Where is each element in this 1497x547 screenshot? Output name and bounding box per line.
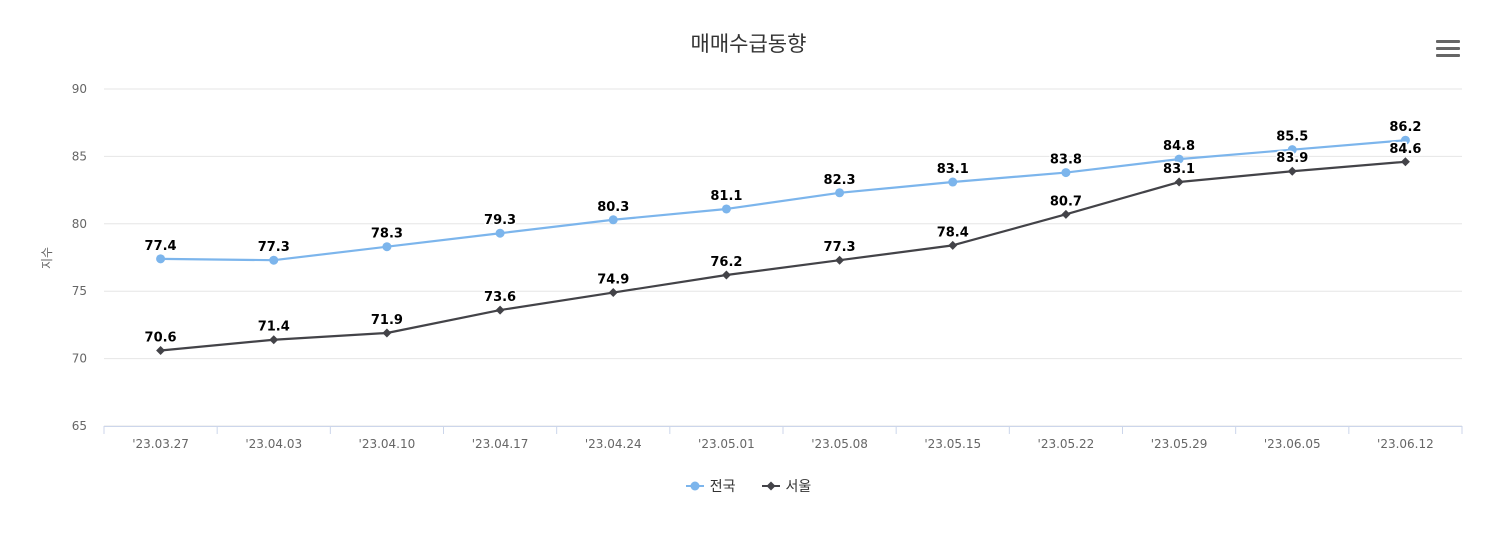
- x-tick-label: '23.04.17: [472, 437, 529, 451]
- y-tick-label: 90: [72, 82, 87, 96]
- data-point-diamond[interactable]: [608, 288, 618, 298]
- data-label: 83.1: [937, 162, 969, 177]
- data-point-circle[interactable]: [1287, 145, 1297, 155]
- y-axis-label: 지수: [40, 247, 54, 269]
- y-tick-label: 65: [72, 419, 87, 433]
- legend-item[interactable]: 서울: [761, 476, 812, 496]
- data-labels: 77.4 77.3 78.3 79.3 80.3 81.1 82.3 83.1 83.8 84.8…: [143, 119, 1423, 347]
- data-point-diamond[interactable]: [156, 346, 166, 356]
- data-label: 83.8: [1050, 153, 1082, 168]
- data-label: 77.3: [258, 240, 290, 255]
- x-tick-label: '23.06.12: [1377, 437, 1434, 451]
- data-point-diamond[interactable]: [1061, 209, 1071, 219]
- data-label: 83.9: [1276, 151, 1308, 166]
- data-label: 73.6: [484, 290, 516, 305]
- data-point-circle[interactable]: [948, 177, 958, 187]
- data-label: 80.3: [597, 200, 629, 215]
- data-label: 82.3: [824, 173, 856, 188]
- data-label: 84.6: [1389, 142, 1421, 157]
- data-point-diamond[interactable]: [1287, 166, 1297, 176]
- data-label: 81.1: [710, 189, 742, 204]
- x-tick-label: '23.03.27: [132, 437, 189, 451]
- data-label: 70.6: [145, 331, 177, 346]
- chart-title: 매매수급동향: [690, 32, 807, 56]
- series-line-0: [160, 139, 1406, 262]
- data-label: 80.7: [1050, 194, 1082, 209]
- data-point-diamond[interactable]: [835, 255, 845, 265]
- data-point-circle[interactable]: [269, 255, 279, 265]
- hamburger-menu-icon[interactable]: [1436, 40, 1460, 60]
- data-point-circle[interactable]: [835, 188, 845, 198]
- y-tick-label: 80: [72, 217, 87, 231]
- data-point-circle[interactable]: [721, 204, 731, 214]
- series-line-1: [160, 160, 1406, 352]
- x-tick-label: '23.06.05: [1264, 437, 1321, 451]
- x-tick-label: '23.05.15: [924, 437, 981, 451]
- legend-label: 전국: [709, 479, 736, 495]
- data-label: 79.3: [484, 213, 516, 228]
- data-point-diamond[interactable]: [269, 335, 279, 345]
- data-point-circle[interactable]: [608, 215, 618, 225]
- data-point-circle[interactable]: [495, 228, 505, 238]
- data-label: 76.2: [710, 255, 742, 270]
- legend-item[interactable]: 전국: [685, 476, 736, 496]
- data-point-circle[interactable]: [156, 254, 166, 264]
- data-point-circle[interactable]: [1174, 154, 1184, 164]
- data-label: 84.8: [1163, 139, 1195, 154]
- data-label: 71.9: [371, 313, 403, 328]
- data-label: 77.4: [145, 239, 177, 254]
- data-point-diamond[interactable]: [382, 328, 392, 338]
- legend-label: 서울: [785, 479, 812, 495]
- data-label: 86.2: [1389, 120, 1421, 135]
- data-label: 71.4: [258, 320, 290, 335]
- data-label: 85.5: [1276, 130, 1308, 145]
- data-label: 78.4: [937, 225, 969, 240]
- y-tick-label: 70: [72, 352, 87, 366]
- data-label: 74.9: [597, 273, 629, 288]
- series-lines: [160, 139, 1406, 352]
- x-tick-label: '23.05.29: [1151, 437, 1208, 451]
- data-point-diamond[interactable]: [948, 240, 958, 250]
- legend-circle-icon: [685, 481, 704, 491]
- data-label: 78.3: [371, 227, 403, 242]
- data-point-circle[interactable]: [1400, 135, 1410, 145]
- y-tick-label: 85: [72, 149, 87, 163]
- legend: 전국 서울: [0, 476, 1497, 496]
- series-markers: [156, 135, 1410, 356]
- x-tick-label: '23.04.03: [245, 437, 302, 451]
- data-point-circle[interactable]: [1061, 168, 1071, 178]
- legend-diamond-icon: [761, 481, 780, 491]
- data-label: 83.1: [1163, 162, 1195, 177]
- data-point-diamond[interactable]: [495, 305, 505, 315]
- x-tick-label: '23.05.08: [811, 437, 868, 451]
- x-tick-label: '23.04.10: [359, 437, 416, 451]
- data-point-diamond[interactable]: [1400, 157, 1410, 167]
- x-tick-label: '23.04.24: [585, 437, 642, 451]
- x-tick-label: '23.05.22: [1038, 437, 1095, 451]
- grid-lines: [104, 88, 1462, 427]
- x-tick-label: '23.05.01: [698, 437, 755, 451]
- data-label: 77.3: [824, 240, 856, 255]
- axes: 65 70 75 80 85 90 '23.03.27 '23.04.03 '23.04.10 '…: [72, 82, 1463, 451]
- data-point-circle[interactable]: [382, 242, 392, 252]
- data-point-diamond[interactable]: [721, 270, 731, 280]
- y-tick-label: 75: [72, 284, 87, 298]
- data-point-diamond[interactable]: [1174, 177, 1184, 187]
